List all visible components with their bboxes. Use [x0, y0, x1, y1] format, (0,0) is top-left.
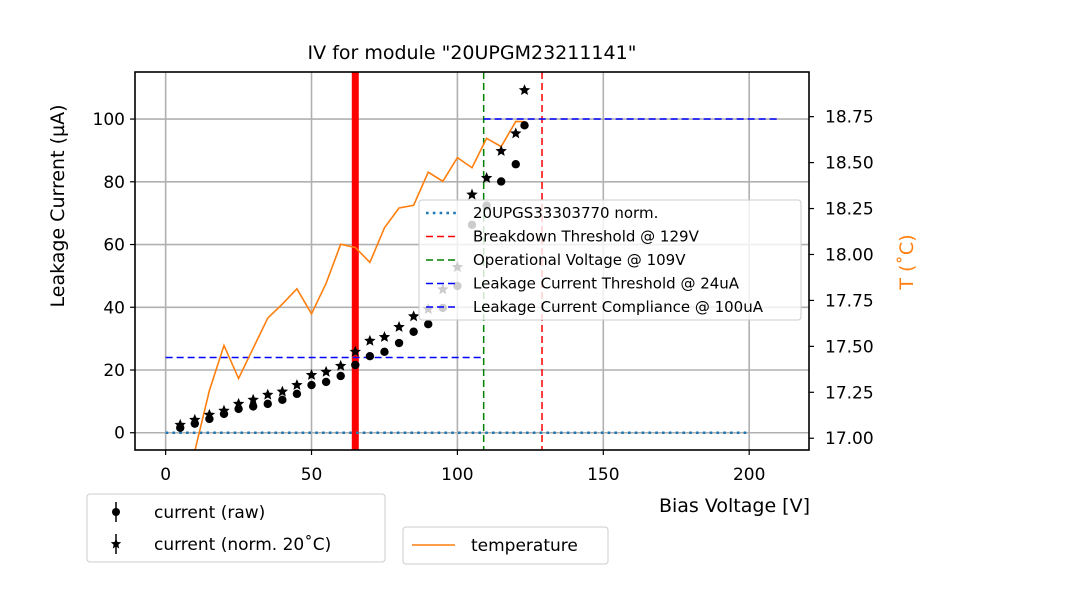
y2-tick-label: 18.25 [825, 200, 874, 220]
raw-current-point [278, 395, 287, 405]
raw-marker-icon [112, 508, 120, 516]
marker-legend-box [86, 493, 386, 563]
temperature-legend-label: temperature [471, 536, 578, 556]
plot-frame [134, 71, 810, 451]
marker-legend-label: current (norm. 20˚C) [154, 534, 331, 555]
temperature-legend-box [402, 526, 609, 565]
raw-current-point [424, 320, 433, 329]
y2-tick-label: 18.00 [825, 245, 874, 265]
x-axis-label: Bias Voltage [V] [659, 495, 810, 517]
raw-current-point [336, 371, 345, 381]
x-tick-label: 100 [441, 465, 473, 485]
y2-axis-label: T (˚C) [896, 234, 918, 290]
star-marker-icon [110, 538, 122, 549]
y2-tick-label: 17.00 [825, 429, 874, 449]
norm-current-point [510, 127, 522, 139]
inner-legend-label: Operational Voltage @ 109V [473, 251, 686, 269]
x-tick-label: 0 [160, 465, 171, 485]
norm-current-point [247, 393, 259, 405]
y2-tick-label: 18.50 [825, 154, 874, 174]
raw-current-point [248, 402, 258, 411]
inner-legend-label: Leakage Current Compliance @ 100uA [473, 298, 764, 316]
raw-current-point [496, 177, 506, 186]
raw-current-point [263, 399, 272, 409]
norm-current-point [305, 369, 318, 380]
y-tick-label: 60 [103, 236, 125, 256]
raw-current-point [520, 121, 529, 130]
temperature-line [194, 120, 525, 450]
norm-current-point [407, 310, 420, 322]
norm-current-point [203, 408, 216, 420]
norm-current-point [262, 388, 274, 400]
raw-current-point [365, 352, 375, 361]
raw-current-point [321, 377, 331, 387]
y2-tick-label: 17.25 [825, 383, 874, 403]
axes [134, 71, 810, 451]
norm-current-point [232, 397, 245, 409]
y-tick-label: 40 [103, 298, 125, 318]
raw-current-point [351, 360, 360, 370]
norm-current-point [518, 84, 531, 96]
y-tick-label: 80 [103, 173, 125, 193]
norm-current-point [334, 359, 347, 371]
raw-current-point [511, 160, 520, 169]
x-tick-label: 50 [301, 465, 323, 485]
y2-tick-label: 17.75 [825, 291, 874, 311]
norm-current-point [393, 321, 405, 332]
y2-tick-label: 17.50 [825, 337, 874, 357]
inner-legend-label: Leakage Current Threshold @ 24uA [473, 275, 740, 293]
inner-legend-label: Breakdown Threshold @ 129V [473, 228, 700, 246]
marker-legend-label: current (raw) [154, 503, 265, 523]
temperature-legend: temperature [402, 526, 609, 565]
x-tick-label: 150 [587, 465, 619, 485]
y-tick-label: 20 [103, 361, 125, 381]
norm-current-point [378, 331, 391, 342]
norm-current-point [495, 145, 507, 156]
norm-current-point [174, 418, 186, 430]
chart-title: IV for module "20UPGM23211141" [308, 42, 637, 64]
marker-legend: current (raw) current (norm. 20˚C) [86, 493, 386, 563]
inner-legend-label: 20UPGS33303770 norm. [473, 204, 658, 222]
inner-legend-box [418, 199, 802, 321]
y-tick-label: 100 [93, 110, 125, 130]
norm-current-point [480, 172, 493, 183]
norm-current-point [276, 385, 289, 397]
norm-current-point [466, 188, 478, 200]
norm-current-point [364, 334, 376, 346]
norm-current-point [291, 379, 303, 390]
y2-tick-label: 18.75 [825, 108, 874, 128]
x-tick-label: 200 [733, 465, 765, 485]
norm-current-point [320, 365, 332, 377]
raw-current-point [292, 389, 302, 399]
raw-current-point [380, 347, 389, 357]
norm-current-point [218, 404, 230, 416]
raw-current-point [409, 327, 418, 336]
norm-current-point [349, 345, 361, 357]
raw-current-point [394, 338, 404, 348]
inner-legend: 20UPGS33303770 norm. Breakdown Threshold … [418, 199, 802, 321]
raw-current-point [307, 380, 316, 390]
y-tick-label: 0 [114, 424, 125, 444]
norm-current-point [189, 413, 201, 425]
y-axis-label: Leakage Current (µA) [47, 105, 69, 308]
